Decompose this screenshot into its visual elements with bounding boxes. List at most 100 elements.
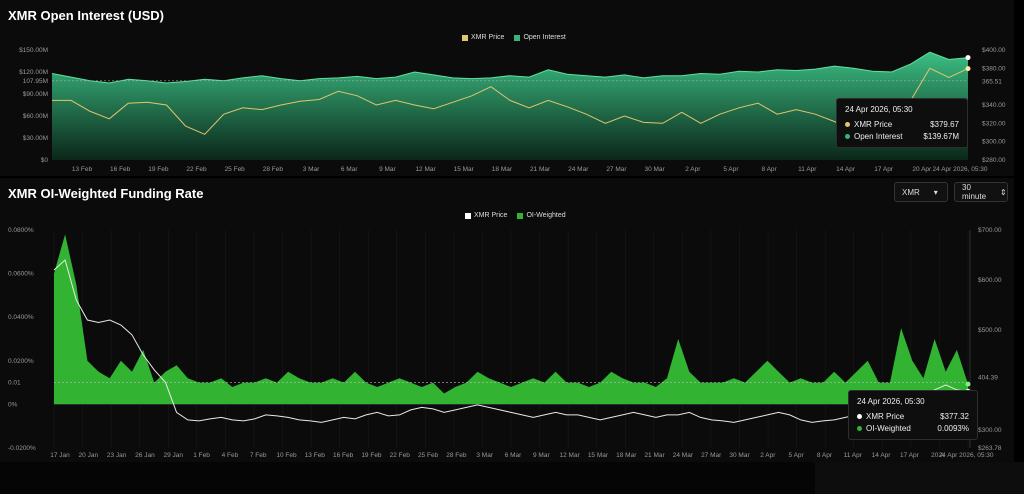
tooltip-row-oi: Open Interest $139.67M <box>845 132 959 141</box>
x-tick: 8 Apr <box>817 452 833 459</box>
y-tick-right: $300.00 <box>978 427 1002 434</box>
price-line <box>52 67 969 138</box>
dot-icon <box>857 414 862 419</box>
symbol-select[interactable]: XMR ▾ <box>894 182 948 202</box>
x-tick: 13 Feb <box>305 452 326 459</box>
tooltip-date: 24 Apr 2026, 05:30 <box>845 105 913 114</box>
x-tick: 12 Mar <box>415 166 436 173</box>
funding-rate-panel: XMR OI-Weighted Funding Rate XMR ▾ 30 min… <box>0 178 1014 462</box>
y-tick-right: 404.39 <box>978 375 998 382</box>
x-tick: 27 Mar <box>701 452 722 459</box>
funding-chart-svg[interactable]: -0.0200% 0% 0.01 0.0200% 0.0400% 0.0600% 0.080… <box>0 178 1014 462</box>
x-tick: 17 Apr <box>900 452 920 459</box>
y-tick-left: $90.00M <box>23 91 48 98</box>
dot-icon <box>845 134 850 139</box>
legend-swatch-oi <box>514 34 521 41</box>
legend-swatch-price <box>465 212 471 219</box>
y-tick-left: 107.95M <box>23 78 48 85</box>
x-tick: 11 Apr <box>798 166 817 173</box>
y-tick-left: 0.0400% <box>8 314 34 321</box>
x-tick: 22 Feb <box>390 452 411 459</box>
oi-legend: XMR Price Open Interest <box>462 34 566 41</box>
x-tick: 20 Apr <box>912 166 932 173</box>
x-tick: 15 Mar <box>454 166 475 173</box>
x-tick: 7 Feb <box>250 452 267 459</box>
price-last-point <box>965 66 971 72</box>
x-tick: 20 Jan <box>79 452 99 459</box>
tooltip-value: 0.0093% <box>937 424 969 433</box>
oi-legend-price[interactable]: XMR Price <box>462 34 504 41</box>
x-tick: 16 Feb <box>333 452 354 459</box>
x-tick: 28 Feb <box>446 452 467 459</box>
x-tick: 24 Apr 2026, 05:30 <box>939 452 994 459</box>
x-tick: 30 Mar <box>729 452 750 459</box>
tooltip-label: XMR Price <box>854 120 893 129</box>
tooltip-label: Open Interest <box>854 132 903 141</box>
x-tick: 5 Apr <box>723 166 739 173</box>
x-tick: 14 Apr <box>836 166 856 173</box>
y-tick-left: 0.0600% <box>8 271 34 278</box>
x-tick: 3 Mar <box>303 166 320 173</box>
x-tick: 25 Feb <box>225 166 246 173</box>
oi-last-point <box>965 55 971 61</box>
oi-legend-oi[interactable]: Open Interest <box>514 34 566 41</box>
x-tick: 17 Apr <box>874 166 894 173</box>
x-tick: 23 Jan <box>107 452 127 459</box>
tooltip-label: XMR Price <box>866 412 905 421</box>
x-tick: 20 A <box>931 452 945 459</box>
oi-chart-svg[interactable]: $0 $30.00M $60.00M $90.00M 107.95M $120.00M $1… <box>0 0 1014 176</box>
tooltip-label: OI-Weighted <box>866 424 911 433</box>
y-tick-left: 0% <box>8 401 18 408</box>
x-tick: 2 Apr <box>685 166 701 173</box>
y-tick-right: $340.00 <box>982 102 1006 109</box>
x-tick: 30 Mar <box>644 166 665 173</box>
tooltip-date: 24 Apr 2026, 05:30 <box>857 397 925 406</box>
legend-swatch-funding <box>517 212 524 219</box>
oi-tooltip: 24 Apr 2026, 05:30 XMR Price $379.67 Open… <box>836 98 968 148</box>
y-tick-left: $0 <box>41 157 49 164</box>
x-tick: 25 Feb <box>418 452 439 459</box>
oi-chart-title: XMR Open Interest (USD) <box>8 8 165 23</box>
y-tick-right: $700.00 <box>978 227 1002 234</box>
x-tick: 28 Feb <box>263 166 284 173</box>
interval-select[interactable]: 30 minute ⇕ <box>954 182 1008 202</box>
y-tick-right: $400.00 <box>982 47 1006 54</box>
y-tick-right: $320.00 <box>982 120 1006 127</box>
x-tick: 24 Mar <box>673 452 694 459</box>
x-tick: 22 Feb <box>186 166 207 173</box>
chevron-updown-icon: ⇕ <box>1000 187 1007 197</box>
x-tick: 13 Feb <box>72 166 93 173</box>
y-tick-left: $60.00M <box>23 113 48 120</box>
x-tick: 17 Jan <box>50 452 70 459</box>
y-tick-right: $380.00 <box>982 65 1006 72</box>
legend-label: XMR Price <box>474 212 508 219</box>
y-tick-right: $500.00 <box>978 327 1002 334</box>
dot-icon <box>857 426 862 431</box>
x-tick: 26 Jan <box>135 452 155 459</box>
tooltip-row-price: XMR Price $379.67 <box>845 120 959 129</box>
funding-chart-title: XMR OI-Weighted Funding Rate <box>8 186 204 201</box>
oi-area <box>52 52 968 161</box>
y-tick-left: -0.0200% <box>8 445 36 452</box>
x-tick: 29 Jan <box>163 452 183 459</box>
funding-legend-price[interactable]: XMR Price <box>465 212 507 219</box>
y-tick-right: $600.00 <box>978 277 1002 284</box>
x-tick: 3 Mar <box>476 452 493 459</box>
legend-swatch-price <box>462 34 468 41</box>
y-tick-right: $300.00 <box>982 139 1006 146</box>
dot-icon <box>845 122 850 127</box>
tooltip-value: $377.32 <box>940 412 969 421</box>
funding-tooltip: 24 Apr 2026, 05:30 XMR Price $377.32 OI-W… <box>848 390 978 440</box>
x-tick: 18 Mar <box>492 166 513 173</box>
interval-select-value: 30 minute <box>962 183 987 201</box>
x-tick: 14 Apr <box>872 452 892 459</box>
y-tick-right: $280.00 <box>982 157 1006 164</box>
funding-legend-oiw[interactable]: OI-Weighted <box>517 212 566 219</box>
funding-area <box>54 234 968 405</box>
y-tick-right: $263.78 <box>978 445 1002 452</box>
x-tick: 9 Mar <box>533 452 550 459</box>
y-tick-left: 0.0200% <box>8 358 34 365</box>
x-tick: 16 Feb <box>110 166 131 173</box>
x-tick: 1 Feb <box>193 452 210 459</box>
x-tick: 4 Feb <box>222 452 239 459</box>
